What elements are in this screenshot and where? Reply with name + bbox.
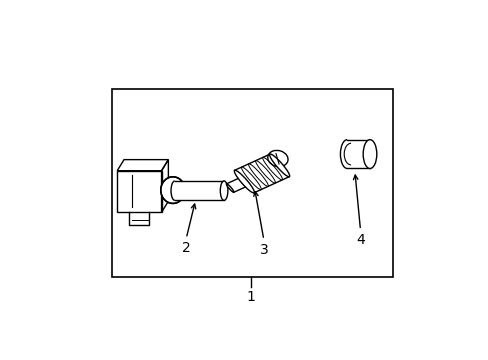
- Ellipse shape: [267, 150, 287, 167]
- Polygon shape: [117, 159, 168, 212]
- Bar: [175, 181, 224, 201]
- Ellipse shape: [234, 170, 254, 193]
- Ellipse shape: [269, 154, 289, 177]
- Ellipse shape: [220, 181, 227, 201]
- Ellipse shape: [363, 140, 376, 168]
- Ellipse shape: [239, 178, 246, 186]
- Ellipse shape: [161, 177, 184, 203]
- Text: 3: 3: [259, 243, 268, 257]
- Text: 4: 4: [355, 233, 364, 247]
- Polygon shape: [234, 154, 289, 193]
- Bar: [112, 89, 392, 278]
- Polygon shape: [226, 178, 246, 192]
- Ellipse shape: [226, 184, 233, 192]
- Text: 1: 1: [245, 290, 255, 304]
- Bar: [346, 140, 369, 168]
- Text: 2: 2: [182, 241, 190, 255]
